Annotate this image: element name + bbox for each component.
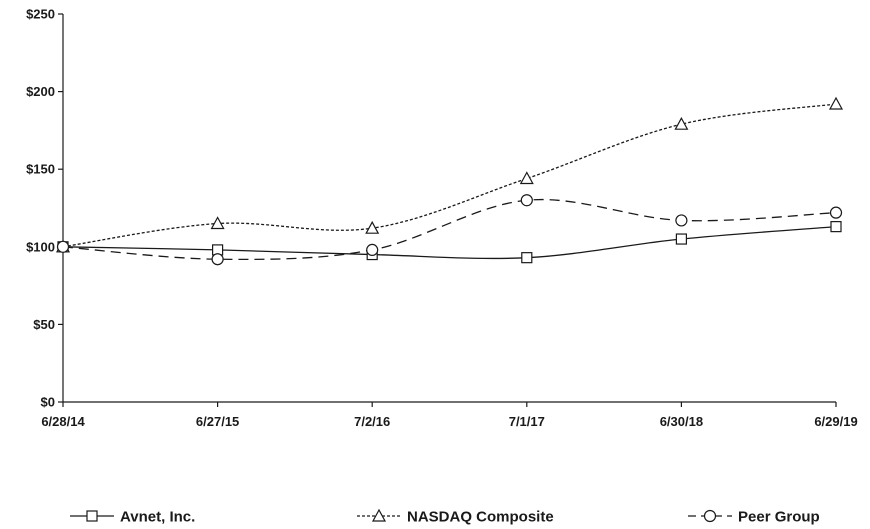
x-tick-label: 6/28/14	[41, 414, 85, 429]
y-tick-label: $100	[26, 239, 55, 254]
data-point	[520, 194, 533, 207]
legend: Avnet, Inc. NASDAQ Composite Peer Group	[70, 509, 820, 526]
x-axis-ticks: 6/28/14 6/27/15 7/2/16 7/1/17 6/30/18 6/29/19	[41, 402, 858, 429]
y-axis-ticks: $0 $50 $100 $150 $200 $250	[26, 7, 63, 410]
data-point	[675, 233, 688, 245]
legend-item-avnet-inc: Avnet, Inc.	[70, 509, 195, 526]
legend-label: Peer Group	[738, 509, 820, 526]
x-tick-label: 6/29/19	[814, 414, 857, 429]
series-nasdaq-composite	[55, 96, 844, 253]
legend-label: NASDAQ Composite	[407, 509, 554, 526]
y-tick-label: $250	[26, 7, 55, 22]
series-peer-group	[56, 194, 843, 266]
data-point	[829, 206, 843, 219]
legend-label: Avnet, Inc.	[120, 509, 195, 526]
x-tick-label: 7/2/16	[354, 414, 390, 429]
y-tick-label: $150	[26, 162, 55, 177]
x-tick-label: 7/1/17	[509, 414, 545, 429]
axes	[62, 14, 836, 403]
y-tick-label: $50	[33, 317, 55, 332]
data-point	[519, 171, 534, 185]
y-tick-label: $0	[41, 395, 55, 410]
data-point	[830, 221, 842, 233]
y-tick-label: $200	[26, 84, 55, 99]
data-point	[210, 216, 225, 230]
series-line	[62, 103, 837, 248]
data-point	[56, 240, 70, 253]
x-tick-label: 6/30/18	[660, 414, 703, 429]
series-group	[55, 96, 844, 266]
series-avnet-inc	[57, 221, 842, 264]
data-point	[366, 243, 379, 257]
x-tick-label: 6/27/15	[196, 414, 239, 429]
data-point	[828, 96, 844, 110]
data-point	[675, 214, 688, 227]
legend-item-peer-group: Peer Group	[688, 509, 820, 526]
legend-item-nasdaq-composite: NASDAQ Composite	[357, 509, 554, 526]
data-point	[674, 116, 689, 130]
legend-marker	[703, 509, 717, 523]
series-line	[62, 225, 837, 260]
legend-marker	[86, 510, 98, 522]
data-point	[521, 252, 533, 264]
data-point	[211, 253, 224, 266]
series-line	[62, 198, 837, 261]
data-point	[365, 220, 380, 234]
legend-marker	[371, 508, 387, 522]
